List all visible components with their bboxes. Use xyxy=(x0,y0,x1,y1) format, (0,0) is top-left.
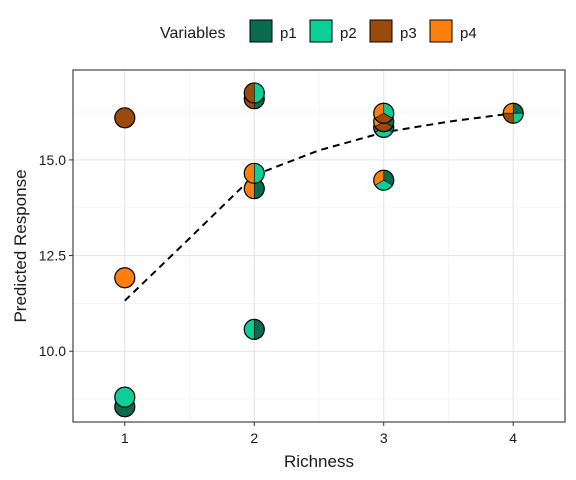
x-axis-label: Richness xyxy=(284,452,354,471)
x-tick-label: 2 xyxy=(250,430,258,446)
y-tick-label: 15.0 xyxy=(39,152,66,168)
data-point xyxy=(243,162,265,184)
legend-key-p3 xyxy=(369,19,393,43)
data-point xyxy=(502,102,524,124)
y-tick-label: 10.0 xyxy=(39,343,66,359)
grid xyxy=(73,70,565,422)
trend-layer xyxy=(124,112,514,302)
point-outline xyxy=(114,386,136,408)
point-slice-p3 xyxy=(114,107,135,128)
x-tick-label: 3 xyxy=(380,430,388,446)
data-point xyxy=(114,107,136,129)
legend-key-p2 xyxy=(309,19,333,43)
point-outline xyxy=(114,107,136,129)
legend-label-p3: p3 xyxy=(400,25,417,42)
point-outline xyxy=(243,82,265,104)
point-outline xyxy=(243,318,265,341)
point-outline xyxy=(243,162,265,184)
legend-label-p1: p1 xyxy=(280,25,297,42)
y-axis-label: Predicted Response xyxy=(11,169,30,322)
x-tick-label: 4 xyxy=(509,430,517,446)
axes: 1 2 3 4 10.0 12.5 15.0 xyxy=(39,152,518,446)
data-point xyxy=(243,82,265,104)
trend-line xyxy=(124,112,514,302)
legend-title: Variables xyxy=(160,25,226,42)
legend-key-p1 xyxy=(249,19,273,43)
point-outline xyxy=(502,102,524,124)
legend: Variables p1 p2 p3 p4 xyxy=(160,19,477,43)
legend-key-p4 xyxy=(429,19,453,43)
point-slice-p2 xyxy=(114,387,135,408)
x-tick-label: 1 xyxy=(121,430,129,446)
point-slice-p4 xyxy=(114,267,135,288)
point-outline xyxy=(114,267,136,289)
data-point xyxy=(373,102,395,124)
point-outline xyxy=(373,102,395,124)
data-point xyxy=(114,267,136,289)
legend-label-p4: p4 xyxy=(460,25,477,42)
point-outline xyxy=(373,169,395,191)
data-point xyxy=(373,169,395,191)
y-tick-label: 12.5 xyxy=(39,248,66,264)
plot-border xyxy=(72,69,566,423)
data-point xyxy=(243,318,265,341)
data-point xyxy=(114,386,136,408)
legend-label-p2: p2 xyxy=(340,25,357,42)
points-layer xyxy=(114,82,524,418)
